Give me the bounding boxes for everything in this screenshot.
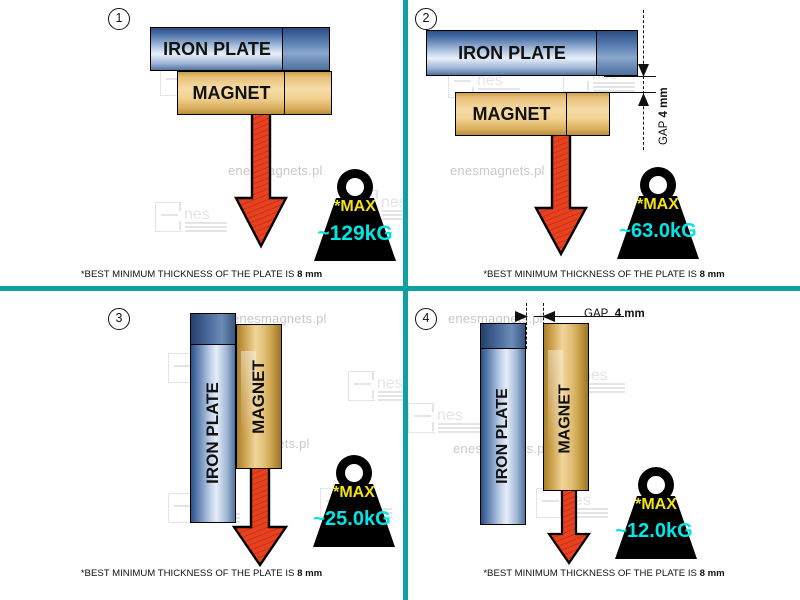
gap-dimension-line	[534, 316, 624, 318]
panel-3: 3 enesmagnets.pl enesmagnets.pl nes nes	[0, 291, 403, 600]
footnote-bold: 8 mm	[297, 568, 323, 579]
divider-vertical	[403, 0, 408, 600]
gap-extension-line-left	[526, 303, 527, 349]
gap-extension-line-right	[543, 303, 544, 349]
panel-1: 1 nes nes	[0, 0, 403, 286]
iron-plate-block: IRON PLATE	[190, 313, 236, 523]
panel-4: 4 enesmagnets.pl enesmagnets.pl nes nes	[408, 291, 800, 600]
force-arrow	[230, 461, 290, 569]
magnet-block: MAGNET	[455, 92, 610, 136]
force-number: ~12.0	[615, 520, 666, 542]
force-value: ~12.0kG	[602, 520, 706, 543]
gap-label: GAP 4 mm	[658, 55, 670, 145]
enes-logo-word: nes	[184, 206, 210, 223]
force-number: ~25.0	[313, 508, 364, 530]
max-force-weight-icon	[302, 451, 403, 551]
force-unit: kG	[364, 222, 393, 245]
enes-logo-word: nes	[377, 375, 403, 392]
gap-arrow-top	[637, 62, 650, 83]
magnet-label: MAGNET	[192, 82, 271, 103]
gap-word: GAP	[658, 120, 670, 145]
magnet-block: MAGNET	[236, 324, 282, 469]
force-unit: kG	[363, 508, 391, 530]
enes-logo-word: nes	[437, 407, 463, 424]
panel-number-4: 4	[415, 308, 437, 330]
enes-logo-word: nes	[381, 194, 403, 211]
gap-label: GAP 4 mm	[584, 308, 645, 320]
max-force-weight-icon	[303, 165, 403, 265]
gap-arrow-bottom	[637, 92, 650, 113]
footnote-prefix: *BEST MINIMUM THICKNESS OF THE PLATE IS	[80, 568, 298, 579]
footnote-prefix: *BEST MINIMUM THICKNESS OF THE PLATE IS	[80, 269, 298, 280]
force-value: ~129kG	[303, 222, 403, 246]
magnet-label: MAGNET	[557, 384, 575, 454]
site-watermark: enesmagnets.pl	[450, 163, 545, 178]
force-number: ~63.0	[619, 220, 670, 242]
max-label: *MAX	[334, 198, 376, 215]
max-label: *MAX	[333, 484, 375, 501]
footnote-bold: 8 mm	[699, 568, 725, 579]
iron-plate-label: IRON PLATE	[203, 382, 222, 484]
divider-horizontal	[0, 286, 800, 291]
force-unit: kG	[669, 220, 697, 242]
max-label: *MAX	[637, 196, 679, 213]
footnote-bold: 8 mm	[297, 269, 323, 280]
footnote: *BEST MINIMUM THICKNESS OF THE PLATE IS …	[408, 269, 800, 280]
site-watermark: enesmagnets.pl	[232, 311, 327, 326]
force-value: ~25.0kG	[300, 508, 403, 531]
iron-plate-block: IRON PLATE	[480, 323, 526, 525]
footnote: *BEST MINIMUM THICKNESS OF THE PLATE IS …	[408, 568, 800, 579]
iron-plate-label: IRON PLATE	[494, 388, 512, 484]
gap-value: 4 mm	[614, 308, 645, 320]
iron-plate-label: IRON PLATE	[163, 38, 271, 59]
magnet-label: MAGNET	[472, 103, 551, 124]
force-arrow	[546, 486, 592, 566]
gap-ref-line-top	[604, 76, 656, 77]
gap-arrow-right	[541, 310, 558, 328]
panel-2: 2 nes nes enesmagnets.pl	[408, 0, 800, 286]
footnote-prefix: *BEST MINIMUM THICKNESS OF THE PLATE IS	[483, 568, 700, 579]
enes-logo-watermark: nes	[348, 369, 403, 403]
iron-plate-label: IRON PLATE	[458, 42, 566, 63]
gap-value: 4 mm	[658, 87, 670, 118]
gap-word: GAP	[584, 308, 609, 320]
panel-number-3: 3	[108, 308, 130, 330]
force-arrow	[533, 118, 589, 258]
magnet-block: MAGNET	[543, 323, 589, 491]
gap-extension-line	[643, 10, 644, 150]
footnote: *BEST MINIMUM THICKNESS OF THE PLATE IS …	[0, 568, 403, 579]
footnote-prefix: *BEST MINIMUM THICKNESS OF THE PLATE IS	[483, 269, 700, 280]
panel-number-2: 2	[415, 8, 437, 30]
enes-logo-watermark: nes	[155, 200, 229, 234]
enes-logo-word: nes	[477, 72, 503, 89]
max-label: *MAX	[635, 496, 677, 513]
force-unit: kG	[665, 520, 693, 542]
force-arrow	[233, 100, 289, 250]
max-force-weight-icon	[606, 163, 710, 263]
iron-plate-block: IRON PLATE	[150, 27, 330, 71]
gap-ref-line-bottom	[604, 92, 656, 93]
footnote-bold: 8 mm	[699, 269, 725, 280]
footnote: *BEST MINIMUM THICKNESS OF THE PLATE IS …	[0, 269, 403, 280]
force-number: ~129	[317, 222, 365, 245]
magnet-block: MAGNET	[177, 71, 332, 115]
max-force-weight-icon	[604, 463, 708, 563]
panel-number-1: 1	[108, 8, 130, 30]
iron-plate-block: IRON PLATE	[426, 30, 638, 76]
enes-logo-watermark: nes	[408, 401, 482, 435]
gap-arrow-left	[512, 310, 529, 328]
magnet-label: MAGNET	[249, 359, 269, 434]
force-value: ~63.0kG	[606, 220, 710, 243]
